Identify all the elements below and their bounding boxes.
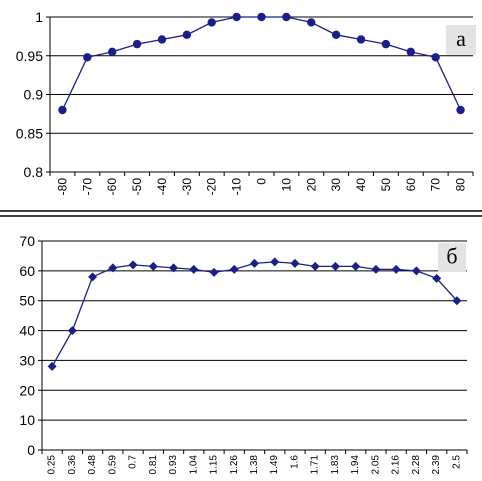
chart-panel-a: 1 0.95 0.9 0.85 0.8 -80 -70 -60 -50 -40 -30 -20 -10 0…: [16, 9, 476, 195]
x-tick-label: -60: [105, 178, 119, 196]
y-tick-label: 30: [19, 352, 35, 368]
data-point: [371, 264, 381, 274]
plot-area: [42, 241, 467, 450]
data-point: [411, 266, 421, 276]
data-point: [381, 39, 391, 49]
data-point: [157, 35, 167, 44]
data-point: [169, 263, 179, 273]
data-point: [290, 258, 300, 268]
x-tick-label: -50: [130, 178, 144, 196]
x-tick-label: -80: [55, 178, 69, 196]
y-tick-label: 0: [27, 442, 35, 458]
y-tick-label: 60: [19, 263, 35, 279]
data-point: [83, 53, 92, 62]
x-tick-label: -40: [155, 178, 169, 196]
data-point: [209, 267, 219, 277]
x-tick-label: 0.48: [87, 455, 98, 475]
data-point: [250, 258, 259, 268]
x-tick-label: 2.28: [411, 455, 422, 475]
y-tick-label: 70: [19, 233, 35, 249]
data-point: [108, 263, 118, 273]
x-tick-label: 0.25: [47, 455, 58, 475]
panel-letter: а: [456, 26, 466, 51]
x-tick-label: 0.7: [128, 455, 139, 469]
data-point: [356, 35, 366, 44]
data-point: [431, 53, 440, 62]
y-tick-label: 0.9: [24, 87, 44, 103]
y-tick-label: 0.95: [16, 48, 43, 64]
data-point: [67, 326, 77, 336]
y-tick-label: 0.8: [24, 164, 44, 180]
data-point: [148, 261, 158, 271]
data-point: [351, 261, 361, 271]
data-point: [270, 257, 280, 267]
x-tick-label: 1.38: [249, 455, 260, 475]
panel-letter: б: [446, 244, 457, 269]
data-point: [452, 296, 462, 306]
x-tick-label: 10: [279, 178, 293, 192]
x-tick-label: 1.04: [188, 455, 199, 475]
data-point: [310, 261, 320, 271]
chart-panel-b: 70 60 50 40 30 20 10 0 0.25 0.36 0.48 0.59 0.7 0.81 0.…: [19, 233, 468, 475]
x-tick-label: 1.26: [229, 455, 240, 475]
data-point: [331, 30, 341, 40]
x-tick-label: 1.49: [269, 455, 280, 475]
data-point: [207, 18, 216, 27]
x-tick-label: 2.5: [451, 455, 462, 469]
data-point: [456, 105, 465, 115]
x-tick-label: 0: [255, 178, 269, 185]
x-tick-label: 20: [304, 178, 318, 192]
x-tick-label: -20: [205, 178, 219, 196]
x-tick-label: -30: [180, 178, 194, 196]
x-tick-label: 70: [429, 178, 443, 192]
data-point: [391, 264, 401, 274]
data-point: [182, 30, 192, 40]
x-tick-label: 40: [354, 178, 368, 192]
y-tick-label: 20: [19, 382, 35, 398]
x-tick-label: 1.15: [209, 455, 220, 475]
x-tick-label: 50: [379, 178, 393, 192]
data-point: [406, 47, 415, 57]
data-point: [232, 12, 241, 22]
panel-letter-box: [446, 25, 476, 55]
x-tick-label: 0.81: [148, 455, 159, 475]
x-tick-label: 1.94: [350, 455, 361, 475]
data-point: [58, 105, 67, 115]
y-tick-label: 10: [19, 412, 35, 428]
data-point: [189, 264, 199, 274]
x-tick-label: 60: [404, 178, 418, 192]
panel-letter-box: [438, 243, 466, 272]
data-point: [432, 273, 442, 283]
y-tick-label: 1: [35, 9, 43, 25]
x-tick-label: 30: [329, 178, 343, 192]
data-point: [108, 47, 117, 57]
y-tick-label: 40: [19, 323, 35, 339]
x-tick-label: 1.71: [310, 455, 321, 475]
data-point: [307, 18, 316, 27]
x-tick-label: 0.36: [67, 455, 78, 475]
data-point: [88, 272, 98, 282]
data-point: [47, 361, 57, 371]
x-tick-label: 2.16: [391, 455, 402, 475]
x-tick-label: 0.59: [107, 455, 118, 475]
data-point: [330, 261, 340, 271]
data-point: [282, 12, 291, 22]
x-tick-label: -10: [230, 178, 244, 196]
data-point: [229, 264, 239, 274]
x-tick-label: 0.93: [168, 455, 179, 475]
x-tick-label: 2.05: [370, 455, 381, 475]
data-point: [132, 39, 142, 49]
x-tick-label: 80: [454, 178, 468, 192]
x-tick-label: 1.83: [330, 455, 341, 475]
data-point: [257, 12, 266, 22]
x-tick-label: 2.39: [431, 455, 442, 475]
y-tick-label: 0.85: [16, 125, 43, 141]
data-point: [128, 260, 138, 270]
x-tick-label: -70: [80, 178, 94, 196]
x-tick-label: 1.6: [289, 455, 300, 469]
y-tick-label: 50: [19, 293, 35, 309]
